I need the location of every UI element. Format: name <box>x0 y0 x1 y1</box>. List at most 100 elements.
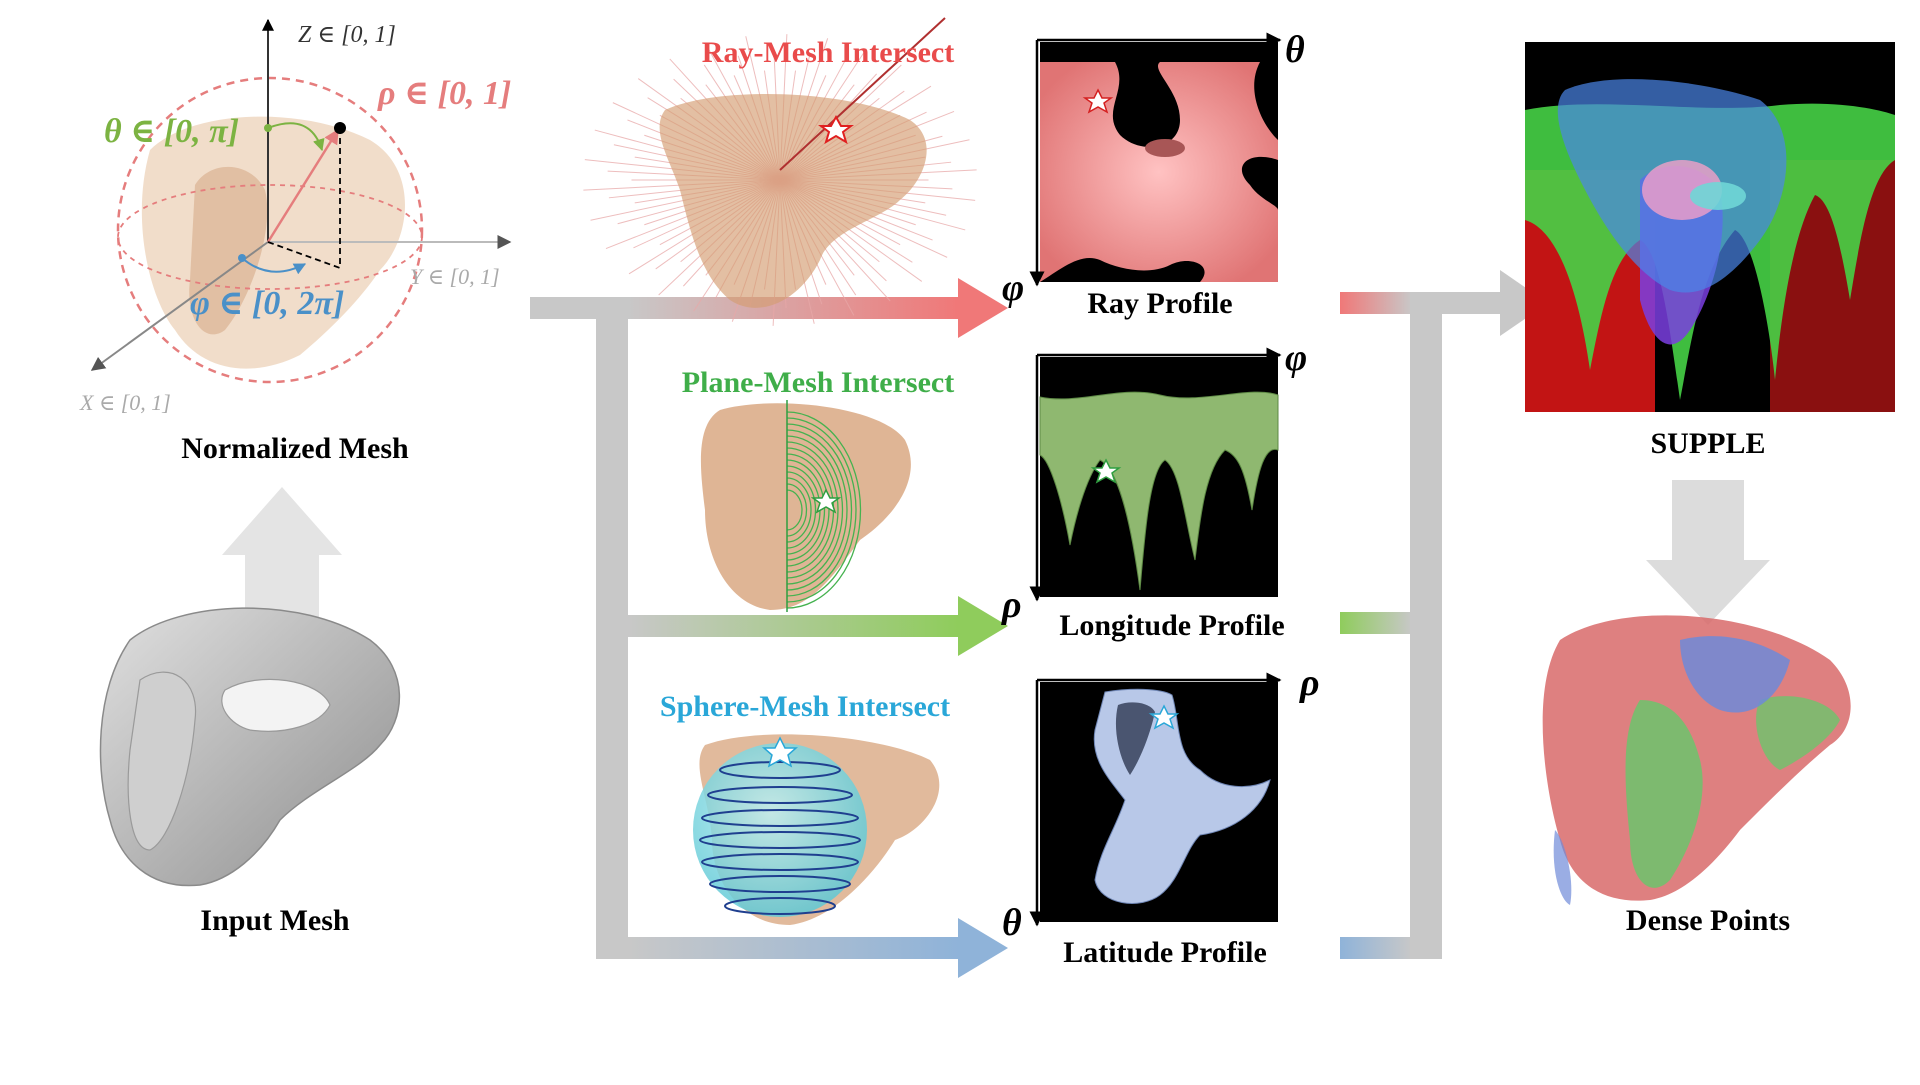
input-mesh-label: Input Mesh <box>200 904 350 937</box>
ray-profile-hole <box>1145 139 1185 157</box>
plane-ring <box>786 483 808 537</box>
plane-ring <box>786 453 830 567</box>
plane-branch <box>628 615 958 637</box>
sphere-ring <box>719 761 841 779</box>
longitude-profile-h-symbol: φ <box>1285 337 1307 379</box>
dense-points-blue-2 <box>1553 830 1572 905</box>
mesh-finger-shape <box>189 166 268 335</box>
normalized-mesh-label: Normalized Mesh <box>181 432 409 465</box>
sphere-branch-head <box>958 918 1008 978</box>
sphere-ring <box>701 853 859 871</box>
theta-range-label: θ ∈ [0, π] <box>104 113 239 150</box>
plane-star-marker <box>810 488 842 514</box>
supple-label: SUPPLE <box>1650 427 1765 460</box>
sphere-ring <box>701 809 859 827</box>
rho-vector <box>266 128 340 243</box>
dense-points-green-2 <box>1756 696 1840 770</box>
plane-branch-head <box>958 596 1008 656</box>
input-mesh-finger <box>127 671 197 851</box>
theta-arc <box>267 122 325 152</box>
merge-vertical <box>1410 292 1442 959</box>
plane-ring <box>786 477 812 543</box>
plane-ring <box>786 423 853 597</box>
y-axis-label: Y ∈ [0, 1] <box>410 264 500 289</box>
ray-merge <box>1340 292 1412 314</box>
phi-arc <box>241 257 307 275</box>
dense-points-panel: Dense Points <box>1542 615 1851 937</box>
longitude-profile-star <box>1090 458 1122 484</box>
sphere-ring <box>707 786 853 804</box>
merge-to-supple <box>1442 292 1502 314</box>
plane-ring <box>786 417 857 603</box>
equator-ellipse <box>117 184 423 290</box>
plane-ring <box>786 435 844 585</box>
sphere-star-marker <box>762 736 798 768</box>
connector-network <box>530 270 1548 978</box>
ray-profile-label: Ray Profile <box>1087 287 1232 320</box>
plane-intersect-panel: Plane-Mesh Intersect <box>682 366 954 612</box>
latitude-profile-v-symbol: θ <box>1002 902 1022 944</box>
ray-profile-h-symbol: θ <box>1285 29 1305 71</box>
trunk-vertical <box>596 297 628 959</box>
sphere-intersect-title: Sphere-Mesh Intersect <box>660 690 950 723</box>
phi-range-label: φ ∈ [0, 2π] <box>190 285 344 322</box>
merge-head <box>1500 270 1548 336</box>
input-mesh-hole <box>221 678 331 732</box>
normalized-sphere <box>116 76 424 384</box>
phi-dot <box>238 254 246 262</box>
latitude-profile-inner <box>1115 702 1155 775</box>
rho-range-label: ρ ∈ [0, 1] <box>377 75 511 112</box>
ray-profile-star <box>1082 88 1114 114</box>
ray-branch-head <box>958 278 1008 338</box>
sphere-ring <box>699 831 861 849</box>
down-arrow <box>1646 480 1770 625</box>
z-axis-label: Z ∈ [0, 1] <box>298 22 396 48</box>
sphere-ring <box>709 875 851 893</box>
ray-branch <box>628 297 958 319</box>
sphere-merge <box>1340 937 1412 959</box>
ray-star-marker <box>818 114 854 145</box>
plane-ring <box>786 471 817 549</box>
latitude-profile-star <box>1148 704 1180 730</box>
x-axis-label: X ∈ [0, 1] <box>79 390 171 415</box>
normalized-mesh-panel: Z ∈ [0, 1] Y ∈ [0, 1] X ∈ [0, 1] ρ ∈ [0,… <box>79 18 512 465</box>
dense-points-blue <box>1680 636 1790 713</box>
supple-panel: SUPPLE <box>1525 42 1895 460</box>
latitude-profile-label: Latitude Profile <box>1063 936 1267 969</box>
theta-dot <box>264 124 272 132</box>
plane-merge <box>1340 612 1412 634</box>
sphere-branch <box>628 937 958 959</box>
input-mesh-panel: Input Mesh <box>99 607 401 937</box>
intersect-sphere <box>693 743 867 917</box>
plane-ring <box>786 411 862 609</box>
latitude-profile: ρ θ Latitude Profile <box>1002 662 1320 969</box>
sphere-intersect-panel: Sphere-Mesh Intersect <box>660 690 950 925</box>
sphere-rings <box>699 761 861 915</box>
longitude-profile-v-symbol: ρ <box>1001 584 1022 626</box>
up-arrow <box>222 487 342 620</box>
sphere-ring <box>724 897 836 915</box>
x-axis <box>90 241 269 371</box>
ray-mesh-shape <box>659 93 927 308</box>
latitude-profile-h-symbol: ρ <box>1299 662 1320 704</box>
plane-ring <box>786 489 803 531</box>
longitude-profile-label: Longitude Profile <box>1059 609 1284 642</box>
dense-points-label: Dense Points <box>1626 904 1790 937</box>
ray-profile-blob <box>1040 62 1278 282</box>
plane-ring <box>786 459 826 561</box>
ray-profile-v-symbol: φ <box>1002 267 1024 309</box>
plane-rings <box>786 411 862 609</box>
ray-intersect-title: Ray-Mesh Intersect <box>702 36 954 69</box>
plane-ring <box>786 429 848 591</box>
ray-profile: θ φ Ray Profile <box>1002 29 1305 320</box>
probe-ray <box>779 17 946 171</box>
longitude-profile-shape <box>1039 391 1279 591</box>
plane-ring <box>786 441 839 579</box>
projection-foot <box>267 241 341 269</box>
dense-points-green <box>1625 700 1703 888</box>
supple-cyan-hole <box>1690 182 1746 210</box>
longitude-profile: φ ρ Longitude Profile <box>1001 337 1307 642</box>
plane-intersect-title: Plane-Mesh Intersect <box>682 366 954 399</box>
